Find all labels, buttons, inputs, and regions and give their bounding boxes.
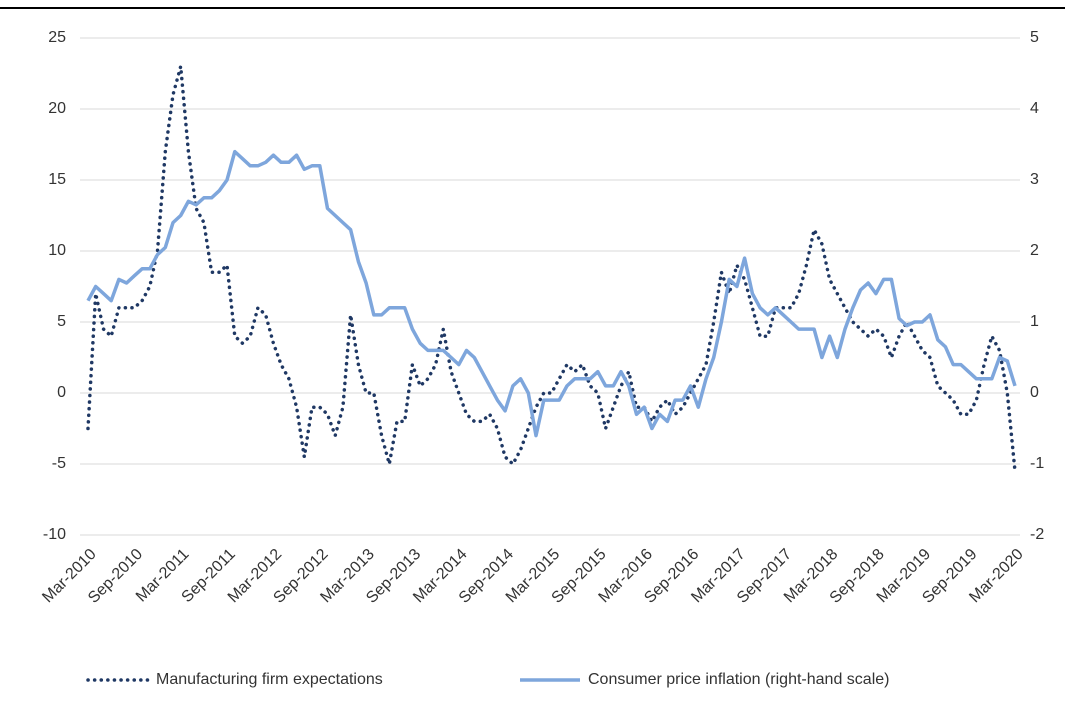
y-tick-label: -5 xyxy=(52,455,66,472)
y-tick-label: 5 xyxy=(57,313,66,330)
y-tick-label: 15 xyxy=(48,171,66,188)
line-series xyxy=(86,149,1017,438)
y-tick-label: 0 xyxy=(57,384,66,401)
y2-tick-label: 0 xyxy=(1030,384,1039,401)
y2-tick-label: 1 xyxy=(1030,313,1039,330)
y2-tick-label: 4 xyxy=(1030,100,1039,117)
y2-tick-label: 5 xyxy=(1030,29,1039,46)
y-tick-label: 10 xyxy=(48,242,66,259)
y2-tick-label: 3 xyxy=(1030,171,1039,188)
legend-label: Manufacturing firm expectations xyxy=(156,671,383,688)
y2-tick-label: -1 xyxy=(1030,455,1044,472)
legend-label: Consumer price inflation (right-hand sca… xyxy=(588,671,889,688)
line-series xyxy=(86,64,1017,473)
y2-tick-label: -2 xyxy=(1030,526,1044,543)
y-tick-label: -10 xyxy=(43,526,66,543)
y-tick-label: 20 xyxy=(48,100,66,117)
y2-tick-label: 2 xyxy=(1030,242,1039,259)
y-tick-label: 25 xyxy=(48,29,66,46)
